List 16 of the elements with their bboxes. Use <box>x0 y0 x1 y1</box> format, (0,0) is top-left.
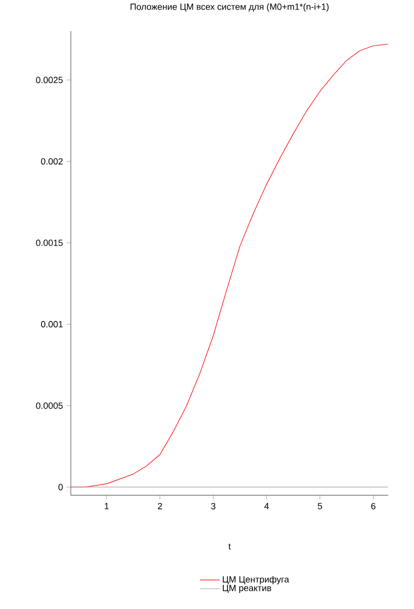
x-tick-label: 1 <box>104 502 109 510</box>
y-tick-label: 0.0015 <box>36 240 63 246</box>
y-tick-label: 0 <box>58 484 63 490</box>
y-tick-label: 0.002 <box>40 158 63 165</box>
x-tick-label: 4 <box>264 502 269 510</box>
legend-label: ЦМ реактив <box>222 584 272 593</box>
x-tick-label: 6 <box>371 502 376 510</box>
y-tick-label: 0.0005 <box>36 402 63 409</box>
x-tick-label: 2 <box>158 502 162 510</box>
x-axis-title: t <box>228 544 231 550</box>
y-tick-label: 0.001 <box>40 321 63 328</box>
legend-label: ЦМ Центрифуга <box>222 576 290 584</box>
x-tick-label: 3 <box>211 502 216 510</box>
y-tick-label: 0.0025 <box>36 76 63 84</box>
x-tick-label: 5 <box>318 502 322 510</box>
chart-title: Положение ЦМ всех систем для (M0+m1*(n-i+1) <box>130 3 328 12</box>
